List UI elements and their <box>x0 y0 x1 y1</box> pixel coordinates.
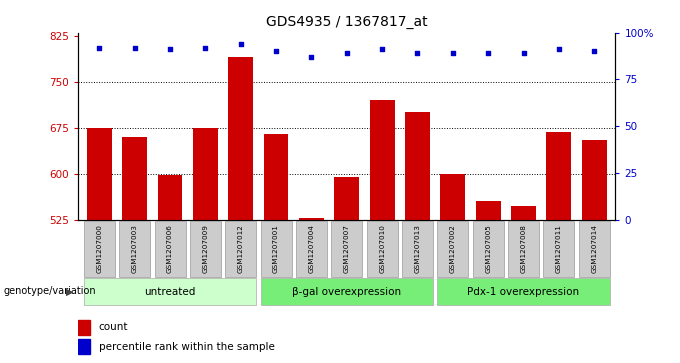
Text: GSM1207014: GSM1207014 <box>591 225 597 273</box>
Text: percentile rank within the sample: percentile rank within the sample <box>99 342 275 352</box>
Bar <box>405 113 430 220</box>
FancyBboxPatch shape <box>260 221 292 277</box>
Bar <box>299 218 324 220</box>
Text: untreated: untreated <box>144 287 196 297</box>
Point <box>200 45 211 50</box>
Text: GSM1207000: GSM1207000 <box>97 225 103 273</box>
Bar <box>228 57 253 220</box>
FancyBboxPatch shape <box>367 221 398 277</box>
Text: GSM1207002: GSM1207002 <box>450 225 456 273</box>
Bar <box>193 128 218 220</box>
Point <box>518 50 529 56</box>
FancyBboxPatch shape <box>260 278 433 305</box>
Bar <box>78 339 90 354</box>
Text: Pdx-1 overexpression: Pdx-1 overexpression <box>467 287 579 297</box>
FancyBboxPatch shape <box>84 221 115 277</box>
Bar <box>335 177 359 220</box>
Text: GSM1207006: GSM1207006 <box>167 225 173 273</box>
Text: GSM1207011: GSM1207011 <box>556 225 562 273</box>
Bar <box>87 128 112 220</box>
FancyBboxPatch shape <box>154 221 186 277</box>
FancyBboxPatch shape <box>508 221 539 277</box>
Bar <box>122 137 147 220</box>
Point <box>554 46 564 52</box>
FancyBboxPatch shape <box>331 221 362 277</box>
Bar <box>441 174 465 220</box>
Text: GSM1207007: GSM1207007 <box>344 225 350 273</box>
Point <box>271 49 282 54</box>
Title: GDS4935 / 1367817_at: GDS4935 / 1367817_at <box>266 15 428 29</box>
Bar <box>370 100 394 220</box>
Text: GSM1207012: GSM1207012 <box>238 225 243 273</box>
Bar <box>582 140 607 220</box>
Text: GSM1207003: GSM1207003 <box>132 225 138 273</box>
Point <box>306 54 317 60</box>
FancyBboxPatch shape <box>296 221 327 277</box>
Point <box>235 41 246 47</box>
FancyBboxPatch shape <box>473 221 504 277</box>
Point <box>377 46 388 52</box>
Bar <box>547 132 571 220</box>
Point <box>483 50 494 56</box>
Bar <box>476 201 500 220</box>
Text: ▶: ▶ <box>66 286 73 297</box>
FancyBboxPatch shape <box>579 221 610 277</box>
Text: GSM1207008: GSM1207008 <box>520 225 526 273</box>
Text: GSM1207005: GSM1207005 <box>485 225 491 273</box>
Point <box>165 46 175 52</box>
FancyBboxPatch shape <box>437 278 610 305</box>
Bar <box>511 206 536 220</box>
Text: count: count <box>99 322 128 332</box>
Point <box>129 45 140 50</box>
Point <box>341 50 352 56</box>
Point <box>94 45 105 50</box>
Point <box>447 50 458 56</box>
Text: GSM1207004: GSM1207004 <box>309 225 314 273</box>
Bar <box>264 134 288 220</box>
FancyBboxPatch shape <box>225 221 256 277</box>
FancyBboxPatch shape <box>437 221 469 277</box>
FancyBboxPatch shape <box>190 221 221 277</box>
Point <box>412 50 423 56</box>
FancyBboxPatch shape <box>543 221 575 277</box>
FancyBboxPatch shape <box>402 221 433 277</box>
Bar <box>158 175 182 220</box>
Bar <box>78 319 90 335</box>
FancyBboxPatch shape <box>84 278 256 305</box>
Text: β-gal overexpression: β-gal overexpression <box>292 287 401 297</box>
Text: GSM1207010: GSM1207010 <box>379 225 385 273</box>
Text: genotype/variation: genotype/variation <box>3 286 96 297</box>
Text: GSM1207009: GSM1207009 <box>203 225 209 273</box>
Point <box>589 49 600 54</box>
FancyBboxPatch shape <box>119 221 150 277</box>
Text: GSM1207001: GSM1207001 <box>273 225 279 273</box>
Text: GSM1207013: GSM1207013 <box>415 225 420 273</box>
